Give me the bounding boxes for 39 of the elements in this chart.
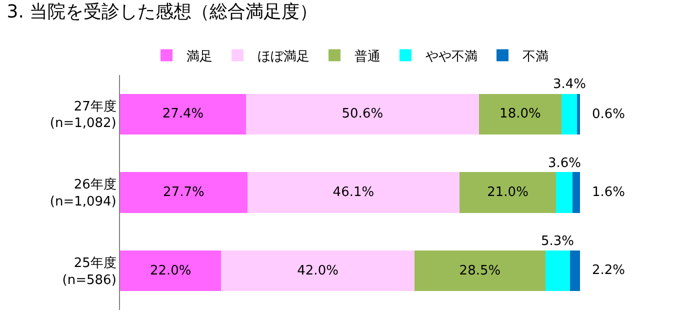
legend-label: 不満: [522, 49, 548, 64]
data-label: 22.0%: [150, 263, 192, 278]
bar: [246, 94, 479, 135]
legend-label: やや不満: [426, 49, 478, 64]
y-tick-label: 27年度 (n=1,082): [50, 98, 116, 132]
data-label: 3.4%: [553, 77, 586, 92]
bar: [570, 250, 580, 292]
legend-label: 満足: [186, 49, 212, 64]
bar: [572, 172, 580, 213]
data-label: 18.0%: [500, 106, 541, 122]
data-label: 50.6%: [342, 106, 384, 122]
bar: [247, 172, 460, 213]
legend-label: 普通: [354, 48, 380, 64]
bar: [577, 94, 580, 135]
bar: [459, 172, 556, 213]
bar: [562, 94, 578, 135]
y-tick-label: 26年度 (n=1,094): [50, 176, 116, 210]
y-tick-label: 25年度 (n=586): [62, 254, 116, 288]
bar: [478, 94, 562, 135]
data-label: 3.6%: [548, 156, 582, 171]
bar: [556, 172, 573, 213]
data-label: 27.4%: [162, 106, 204, 122]
bar: [221, 250, 414, 292]
data-label: 2.2%: [592, 263, 626, 278]
data-label: 46.1%: [332, 185, 374, 200]
legend-label: ほぼ満足: [258, 49, 310, 64]
bar: [120, 94, 246, 135]
data-label: 1.6%: [592, 185, 626, 200]
data-label: 0.6%: [592, 107, 626, 122]
chart-title: 3. 当院を受診した感想（総合満足度）: [6, 1, 318, 22]
bar: [414, 250, 546, 292]
data-label: 5.3%: [541, 234, 574, 249]
data-label: 21.0%: [487, 185, 528, 200]
bar: [120, 172, 248, 213]
data-label: 42.0%: [297, 263, 338, 278]
bar: [546, 250, 570, 292]
bar: [120, 250, 222, 292]
data-label: 28.5%: [459, 263, 501, 278]
data-label: 27.7%: [163, 185, 204, 200]
